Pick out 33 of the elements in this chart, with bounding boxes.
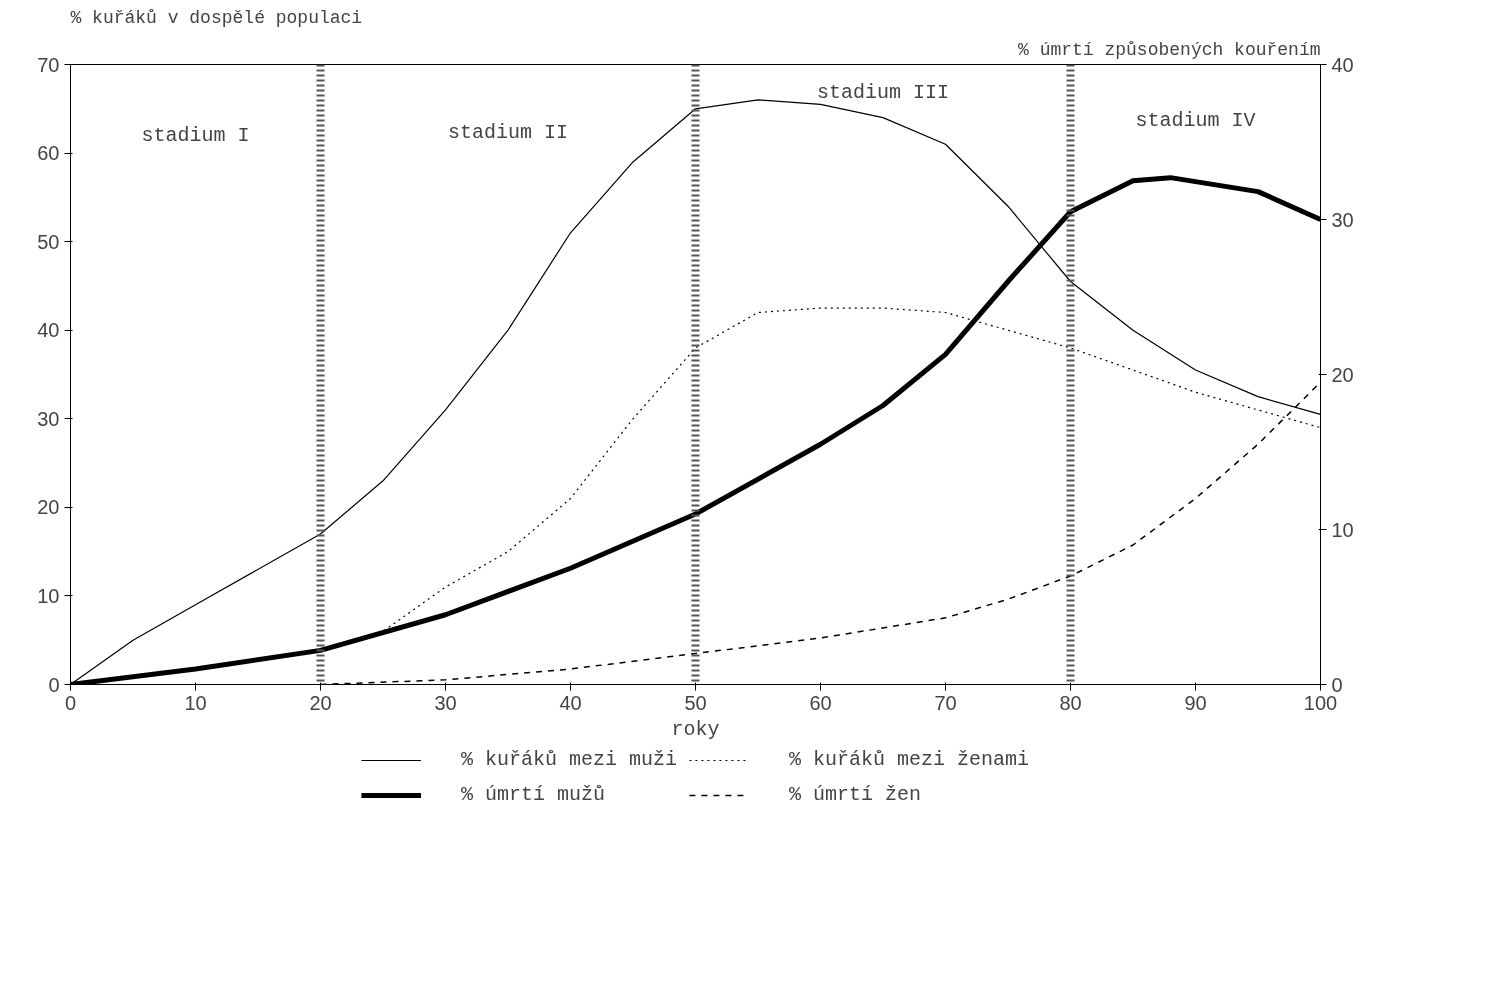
y-tick-label: 0 [48, 673, 60, 696]
x-tick-label: 50 [684, 691, 707, 714]
y-tick-label: 10 [37, 584, 60, 607]
y-tick-label: 40 [37, 319, 60, 342]
y2-tick-label: 20 [1331, 363, 1354, 386]
y2-tick-label: 30 [1331, 208, 1354, 231]
x-tick-label: 30 [434, 691, 457, 714]
x-axis-title: roky [671, 717, 720, 741]
x-tick-label: 20 [309, 691, 332, 714]
y-tick-label: 30 [37, 407, 60, 430]
y-tick-label: 20 [37, 496, 60, 519]
legend-label: % úmrtí mužů [460, 783, 605, 806]
annotation: stadium III [816, 80, 950, 104]
x-tick-label: 90 [1184, 691, 1207, 714]
x-tick-label: 10 [184, 691, 207, 714]
x-tick-label: 40 [559, 691, 582, 714]
legend-label: % úmrtí žen [789, 783, 922, 806]
y2-tick-label: 40 [1331, 53, 1354, 76]
y-axis-title: % kuřáků v dospělé populaci [70, 7, 363, 28]
annotation: stadium II [447, 121, 569, 145]
legend-label: % kuřáků mezi ženami [789, 748, 1030, 771]
x-tick-label: 80 [1059, 691, 1082, 714]
x-tick-label: 70 [934, 691, 957, 714]
y-tick-label: 60 [37, 142, 60, 165]
y2-tick-label: 10 [1331, 518, 1354, 541]
x-tick-label: 60 [809, 691, 832, 714]
y-tick-label: 70 [37, 53, 60, 76]
y-tick-label: 50 [37, 230, 60, 253]
y2-axis-title: % úmrtí způsobených kouřením [1018, 39, 1321, 60]
x-tick-label: 0 [64, 691, 77, 714]
annotation: stadium IV [1135, 108, 1256, 132]
legend-label: % kuřáků mezi muži [460, 748, 677, 771]
annotation: stadium I [141, 124, 250, 148]
